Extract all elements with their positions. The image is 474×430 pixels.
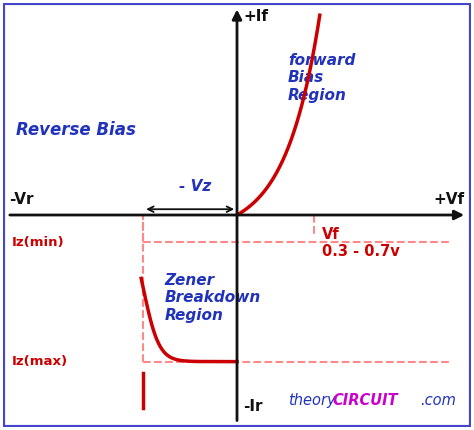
Text: -Ir: -Ir	[243, 399, 263, 414]
Text: Vf
0.3 - 0.7v: Vf 0.3 - 0.7v	[322, 227, 400, 259]
Text: +Vf: +Vf	[434, 192, 465, 207]
Text: +If: +If	[243, 9, 268, 24]
Text: CIRCUIT: CIRCUIT	[333, 393, 399, 408]
Text: Reverse Bias: Reverse Bias	[16, 121, 136, 139]
Text: theory: theory	[288, 393, 336, 408]
Text: -Vr: -Vr	[9, 192, 34, 207]
Text: Zener
Breakdown
Region: Zener Breakdown Region	[164, 273, 261, 322]
Text: Iz(min): Iz(min)	[11, 236, 64, 249]
Text: - Vz: - Vz	[179, 179, 211, 194]
Text: Iz(max): Iz(max)	[11, 355, 67, 368]
Text: forward
Bias
Region: forward Bias Region	[288, 53, 356, 103]
Text: .com: .com	[420, 393, 456, 408]
